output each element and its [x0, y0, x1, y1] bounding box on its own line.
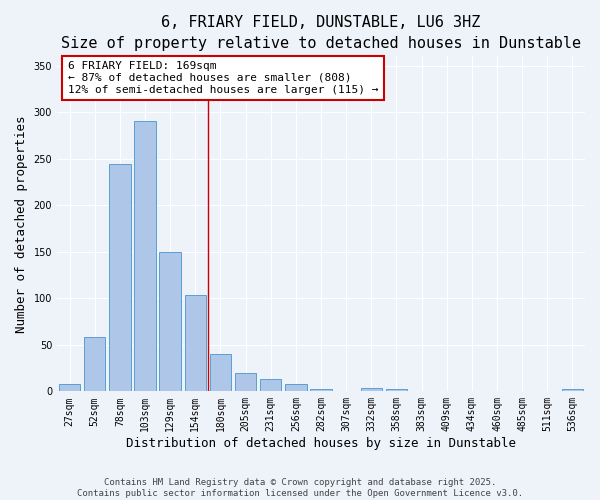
Bar — [285, 384, 307, 392]
Bar — [59, 384, 80, 392]
X-axis label: Distribution of detached houses by size in Dunstable: Distribution of detached houses by size … — [126, 437, 516, 450]
Bar — [134, 122, 156, 392]
Text: Contains HM Land Registry data © Crown copyright and database right 2025.
Contai: Contains HM Land Registry data © Crown c… — [77, 478, 523, 498]
Y-axis label: Number of detached properties: Number of detached properties — [15, 115, 28, 332]
Bar — [310, 388, 332, 392]
Bar — [235, 372, 256, 392]
Bar — [84, 338, 106, 392]
Bar — [210, 354, 231, 392]
Bar — [361, 388, 382, 392]
Bar — [160, 252, 181, 392]
Bar — [185, 296, 206, 392]
Title: 6, FRIARY FIELD, DUNSTABLE, LU6 3HZ
Size of property relative to detached houses: 6, FRIARY FIELD, DUNSTABLE, LU6 3HZ Size… — [61, 15, 581, 51]
Bar — [109, 164, 131, 392]
Bar — [260, 379, 281, 392]
Bar — [562, 390, 583, 392]
Text: 6 FRIARY FIELD: 169sqm
← 87% of detached houses are smaller (808)
12% of semi-de: 6 FRIARY FIELD: 169sqm ← 87% of detached… — [68, 62, 378, 94]
Bar — [386, 390, 407, 392]
